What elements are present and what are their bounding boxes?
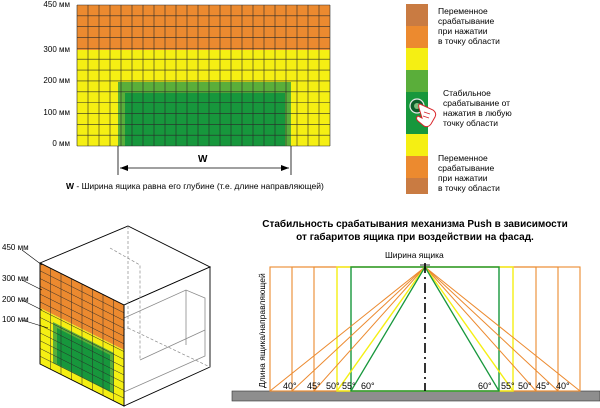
width-marker: W xyxy=(198,154,208,165)
width-caption-w: W xyxy=(66,181,75,191)
grid-lines xyxy=(76,4,331,147)
right-angle-40: 40° xyxy=(556,381,570,391)
box-label-200: 200 мм xyxy=(2,295,29,304)
orange-zone xyxy=(77,5,330,50)
right-angle-50: 50° xyxy=(518,381,532,391)
y-label-100: 100 мм xyxy=(43,108,70,117)
width-caption-text: - Ширина ящика равна его глубине (т.е. д… xyxy=(74,181,324,191)
left-angle-45: 45° xyxy=(307,381,321,391)
right-angle-55: 55° xyxy=(501,381,515,391)
left-angle-55: 55° xyxy=(342,381,356,391)
ground-bar xyxy=(231,390,600,402)
angle-top-label: Ширина ящика xyxy=(385,250,444,260)
legend-item-top: Переменное срабатывание при нажатии в то… xyxy=(438,6,500,46)
right-angle-45: 45° xyxy=(536,381,550,391)
box-label-100: 100 мм xyxy=(2,315,29,324)
box-diagram-svg xyxy=(38,225,212,407)
hand-pointer-icon xyxy=(416,103,437,128)
y-label-450: 450 мм xyxy=(43,0,70,9)
y-label-300: 300 мм xyxy=(43,45,70,54)
y-label-0: 0 мм xyxy=(52,139,70,148)
angle-diagram-svg xyxy=(231,263,600,402)
right-angle-60: 60° xyxy=(478,381,492,391)
box-label-leaders xyxy=(21,249,49,329)
left-angle-50: 50° xyxy=(326,381,340,391)
grid-diagram-svg xyxy=(76,4,331,175)
width-caption: W - Ширина ящика равна его глубине (т.е.… xyxy=(66,181,324,191)
legend-item-middle: Стабильное срабатывание от нажатия в люб… xyxy=(443,88,512,128)
angle-title-line1: Стабильность срабатывания механизма Push… xyxy=(262,219,568,230)
y-label-200: 200 мм xyxy=(43,76,70,85)
legend-item-bottom: Переменное срабатывание при нажатии в то… xyxy=(438,153,500,193)
legend-strip xyxy=(406,4,437,194)
box-label-300: 300 мм xyxy=(2,274,29,283)
left-angle-60: 60° xyxy=(361,381,375,391)
dark-green-zone xyxy=(125,93,285,146)
front-grid xyxy=(39,262,125,407)
angle-title-line2: от габаритов ящика при воздействии на фа… xyxy=(296,232,534,243)
box-label-450: 450 мм xyxy=(2,243,29,252)
left-angle-40: 40° xyxy=(283,381,297,391)
